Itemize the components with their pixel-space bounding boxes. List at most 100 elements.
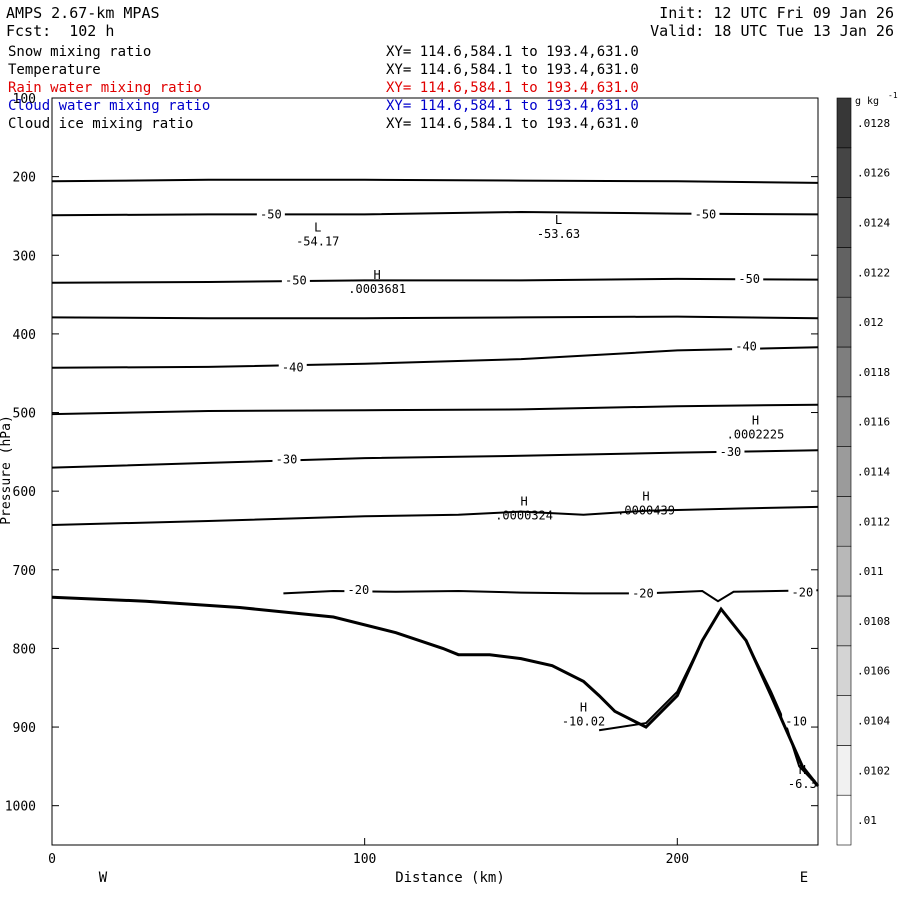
colorbar-label: .0116 [857,416,890,429]
contour-label-bg [788,584,817,599]
contour-label-bg [278,359,307,374]
colorbar-swatch [836,645,852,696]
contour-label-bg [691,206,720,221]
contour-label-bg [344,582,373,597]
contour-label: -20 [792,586,814,600]
y-tick-label: 700 [13,564,36,579]
west-label: W [99,870,108,886]
colorbar-swatch [836,545,852,597]
field-name: Rain water mixing ratio [8,80,202,96]
colorbar-swatch [836,446,852,497]
extremum-value: -53.63 [537,227,580,241]
colorbar-swatch [836,496,852,547]
contour-label-bg [735,270,764,285]
colorbar-swatch [836,197,852,248]
colorbar-label: .0124 [857,217,890,230]
temperature-contour [598,607,819,787]
contour-label: -30 [276,453,298,467]
y-tick-label: 600 [13,485,36,500]
contour-label: -40 [282,361,304,375]
field-xy: XY= 114.6,584.1 to 193.4,631.0 [386,98,639,114]
extremum-type: L [314,221,321,235]
colorbar-label: .0122 [857,266,890,279]
x-axis-label: Distance (km) [395,870,505,886]
contour-label: -30 [720,445,742,459]
extremum-value: .0000439 [617,504,675,518]
contour-label: -40 [735,339,757,353]
contour-label-bg [782,713,811,728]
contour-label: -20 [348,583,370,597]
y-tick-label: 800 [13,642,36,657]
colorbar-label: .01 [857,814,877,827]
colorbar-swatch [836,296,852,348]
colorbar-swatch [836,346,852,398]
contour-label-bg [628,585,657,600]
contour-label: -10 [785,715,807,729]
extremum-type: H [799,763,806,777]
colorbar-label: .0106 [857,665,890,678]
init-time: Init: 12 UTC Fri 09 Jan 26 [659,4,894,22]
colorbar-label: .0118 [857,366,890,379]
field-name: Cloud water mixing ratio [8,98,211,114]
field-xy: XY= 114.6,584.1 to 193.4,631.0 [386,44,639,60]
y-tick-label: 1000 [5,800,36,815]
y-tick-label: 300 [13,249,36,264]
extremum-type: H [752,413,759,427]
temperature-contour [51,449,819,469]
valid-time: Valid: 18 UTC Tue 13 Jan 26 [650,22,894,40]
contour-label: -50 [285,273,307,287]
field-xy: XY= 114.6,584.1 to 193.4,631.0 [386,62,639,78]
colorbar-label: .0114 [857,466,890,479]
temperature-contour [51,403,819,416]
temperature-contour [51,178,819,184]
y-tick-label: 900 [13,721,36,736]
field-name: Temperature [8,62,101,78]
east-label: E [800,870,808,886]
temperature-contour [51,315,819,320]
field-name: Cloud ice mixing ratio [8,116,194,132]
y-tick-label: 100 [13,92,36,107]
temperature-contour [283,589,819,603]
temperature-contour [51,505,819,526]
x-tick-label: 0 [48,852,56,867]
colorbar-unit: g kg [855,96,879,107]
extremum-value: .0000324 [495,508,553,522]
x-tick-label: 100 [353,852,376,867]
contour-label-bg [281,272,310,287]
terrain-line [51,595,820,787]
contour-label-bg [732,338,761,353]
model-title: AMPS 2.67-km MPAS [6,4,160,22]
extremum-type: H [520,494,527,508]
colorbar-unit-exponent: -1 [888,91,898,100]
temperature-contour [51,277,819,284]
extremum-value: -54.17 [296,235,339,249]
colorbar-label: .0104 [857,715,890,728]
colorbar-label: .0108 [857,615,890,628]
colorbar-swatch [836,695,852,746]
colorbar-label: .0126 [857,167,890,180]
y-axis-label: Pressure (hPa) [0,415,14,525]
extremum-type: L [555,213,562,227]
extremum-type: H [642,490,649,504]
y-tick-label: 200 [13,171,36,186]
contour-label-bg [716,443,745,458]
extremum-value: -6.3 [788,777,817,791]
extremum-value: .0003681 [348,282,406,296]
colorbar-label: .0128 [857,117,890,130]
contour-label: -50 [260,207,282,221]
extremum-type: H [580,700,587,714]
contour-label: -20 [632,586,654,600]
colorbar-swatch [836,745,852,796]
extremum-value: .0002225 [727,427,785,441]
contour-label: -50 [738,272,760,286]
colorbar-swatch [836,147,852,198]
forecast-hour: Fcst: 102 h [6,22,115,40]
colorbar-swatch [836,595,852,647]
field-xy: XY= 114.6,584.1 to 193.4,631.0 [386,116,639,132]
contour-label: -50 [695,207,717,221]
y-tick-label: 400 [13,328,36,343]
colorbar-label: .0112 [857,515,890,528]
colorbar-swatch [836,247,852,298]
plot-frame [51,97,819,846]
